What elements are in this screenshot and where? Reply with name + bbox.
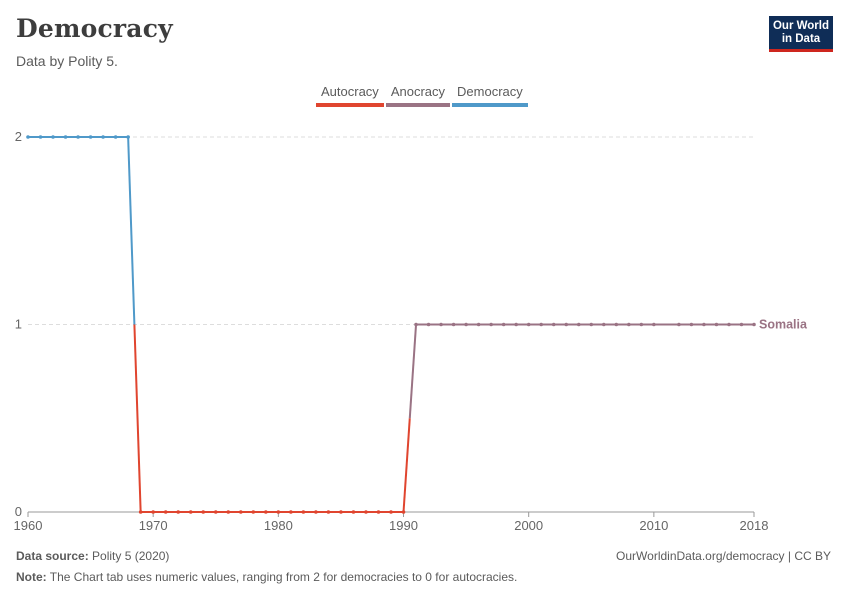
data-point [539,322,544,327]
x-tick-label: 1980 [264,518,293,533]
legend-label: Autocracy [321,84,379,99]
data-point [351,510,356,514]
legend-label: Democracy [457,84,523,99]
data-point [476,322,481,327]
legend-item-anocracy[interactable]: Anocracy [385,84,451,107]
data-point [188,510,193,514]
series-label: Somalia [759,318,808,332]
data-point [389,510,393,514]
y-tick-label: 2 [15,129,22,144]
data-point [489,322,493,327]
data-point [238,510,243,514]
data-point [76,135,80,139]
data-point [464,322,468,327]
note-label: Note: [16,570,47,584]
x-tick-label: 1970 [139,518,168,533]
data-point [601,322,606,327]
logo-line1: Our World [772,20,829,32]
data-point [426,322,431,327]
x-tick-label: 2018 [740,518,769,533]
data-point [26,135,30,139]
data-point [51,135,55,139]
data-point [113,135,118,139]
data-point [739,322,744,327]
page-subtitle: Data by Polity 5. [16,53,118,69]
legend: Autocracy Anocracy Democracy [316,84,530,107]
data-point [201,510,206,514]
data-point [526,322,531,327]
series-segment [402,418,411,513]
chart-note: Note: The Chart tab uses numeric values,… [16,570,517,584]
data-point [727,322,731,327]
data-point [702,322,706,327]
data-point [101,135,105,139]
data-point [451,322,456,327]
data-point [226,510,231,514]
data-point [439,322,443,327]
data-point [289,510,293,514]
data-point [138,510,143,514]
logo-line2: in Data [781,32,821,45]
data-point [364,510,368,514]
legend-swatch [316,103,384,107]
x-tick-label: 1990 [389,518,418,533]
data-point [339,510,343,514]
legend-item-democracy[interactable]: Democracy [452,84,528,107]
data-point [589,322,594,327]
data-point [401,510,406,514]
legend-item-autocracy[interactable]: Autocracy [316,84,384,107]
data-source: Data source: Polity 5 (2020) [16,549,169,563]
source-url[interactable]: OurWorldinData.org/democracy | CC BY [616,549,831,563]
y-tick-label: 0 [15,504,22,519]
data-point [301,510,306,514]
series-segment [133,324,142,513]
series-segment [127,136,136,325]
data-point [501,322,506,327]
data-point [614,322,619,327]
data-point [151,510,155,514]
data-point [551,322,556,327]
legend-swatch [452,103,528,107]
data-point [376,510,381,514]
data-point [639,322,644,327]
owid-logo[interactable]: Our World in Data [769,16,833,52]
data-point [627,322,631,327]
data-point [251,510,256,514]
note-value: The Chart tab uses numeric values, rangi… [49,570,518,584]
data-point [564,322,569,327]
data-point [652,322,656,327]
data-point [677,322,681,327]
data-point [38,135,43,139]
data-point [63,135,68,139]
data-point [689,322,694,327]
data-point [276,510,281,514]
data-point [88,135,93,139]
data-point [213,510,218,514]
legend-label: Anocracy [390,84,446,99]
source-label: Data source: [16,549,89,563]
x-tick-label: 1960 [14,518,43,533]
data-point [576,322,581,327]
source-value[interactable]: Polity 5 (2020) [92,549,170,563]
data-point [514,322,518,327]
series-segment [408,324,418,419]
x-tick-label: 2010 [639,518,668,533]
y-tick-label: 1 [15,317,22,332]
x-tick-label: 2000 [514,518,543,533]
page-title: Democracy [16,14,173,43]
data-point [314,510,318,514]
data-point [752,322,756,327]
data-point [326,510,331,514]
data-point [264,510,268,514]
data-point [126,135,130,139]
legend-swatch [385,103,451,107]
data-point [714,322,719,327]
data-point [176,510,181,514]
data-point [414,322,418,327]
data-point [163,510,168,514]
